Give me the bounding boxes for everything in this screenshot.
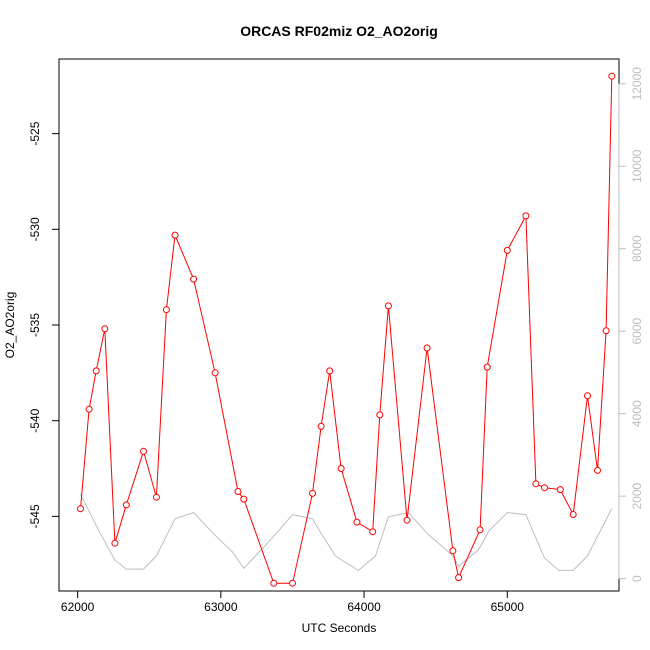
data-point [423, 344, 431, 352]
y2-tick-label: 12000 [630, 67, 644, 101]
x-tick-label: 65000 [491, 600, 525, 614]
y-tick-label: -530 [28, 217, 42, 241]
y-tick-label: -545 [28, 504, 42, 528]
data-point [455, 574, 463, 582]
data-point [532, 480, 540, 488]
data-point [92, 367, 100, 375]
data-point [584, 392, 591, 400]
data-point [162, 306, 170, 314]
y-tick-label: -540 [28, 408, 42, 432]
data-point [85, 405, 93, 413]
data-point [384, 302, 392, 310]
data-point [376, 411, 384, 419]
data-point [289, 579, 296, 587]
grey-series [80, 493, 613, 572]
y2-tick-label: 8000 [630, 235, 644, 262]
y2-tick-label: 4000 [630, 400, 644, 427]
data-point [77, 505, 84, 513]
y2-tick-label: 2000 [630, 482, 644, 509]
data-point [541, 484, 548, 492]
y2-tick-label: 0 [630, 575, 644, 582]
data-point [326, 367, 334, 375]
data-point [234, 488, 242, 495]
red-series-line [80, 76, 613, 584]
y-axis-title: O2_AO2orig [3, 292, 17, 359]
grey-series-line [80, 493, 613, 572]
y-axis-right: 0 2000 4000 6000 8000 10000 12000 [618, 67, 644, 582]
data-point [353, 518, 361, 526]
data-point [122, 501, 130, 509]
data-point [111, 539, 119, 547]
data-point [483, 363, 491, 371]
data-point [449, 547, 457, 555]
data-point [556, 486, 564, 494]
data-point [569, 511, 577, 518]
data-point [152, 493, 160, 501]
data-point [476, 526, 484, 534]
data-point [602, 327, 610, 335]
y-tick-label: -535 [28, 313, 42, 337]
x-tick-label: 63000 [204, 600, 238, 614]
x-tick-label: 64000 [347, 600, 381, 614]
x-axis: 62000 63000 64000 65000 [61, 590, 525, 614]
data-point [403, 516, 411, 524]
data-point [309, 489, 316, 497]
data-point [140, 447, 147, 455]
data-point [240, 495, 248, 503]
data-point [594, 466, 601, 474]
y-axis-left: -545 -540 -535 -530 -525 [28, 121, 60, 528]
red-series [77, 72, 616, 587]
data-point [171, 231, 179, 239]
x-tick-label: 62000 [61, 600, 95, 614]
chart-title: ORCAS RF02miz O2_AO2orig [240, 23, 438, 39]
data-point [522, 212, 530, 220]
data-point [101, 325, 109, 333]
y-tick-label: -525 [28, 121, 42, 145]
data-point [270, 579, 278, 587]
x-axis-title: UTC Seconds [302, 621, 377, 635]
data-point [337, 465, 345, 472]
y2-tick-label: 10000 [630, 149, 644, 183]
data-point [211, 369, 219, 377]
data-point [317, 422, 325, 430]
plot-frame [58, 58, 620, 592]
data-point [503, 246, 511, 254]
data-point [608, 72, 616, 80]
data-point [369, 528, 377, 536]
y2-tick-label: 6000 [630, 318, 644, 345]
data-point [190, 275, 198, 283]
